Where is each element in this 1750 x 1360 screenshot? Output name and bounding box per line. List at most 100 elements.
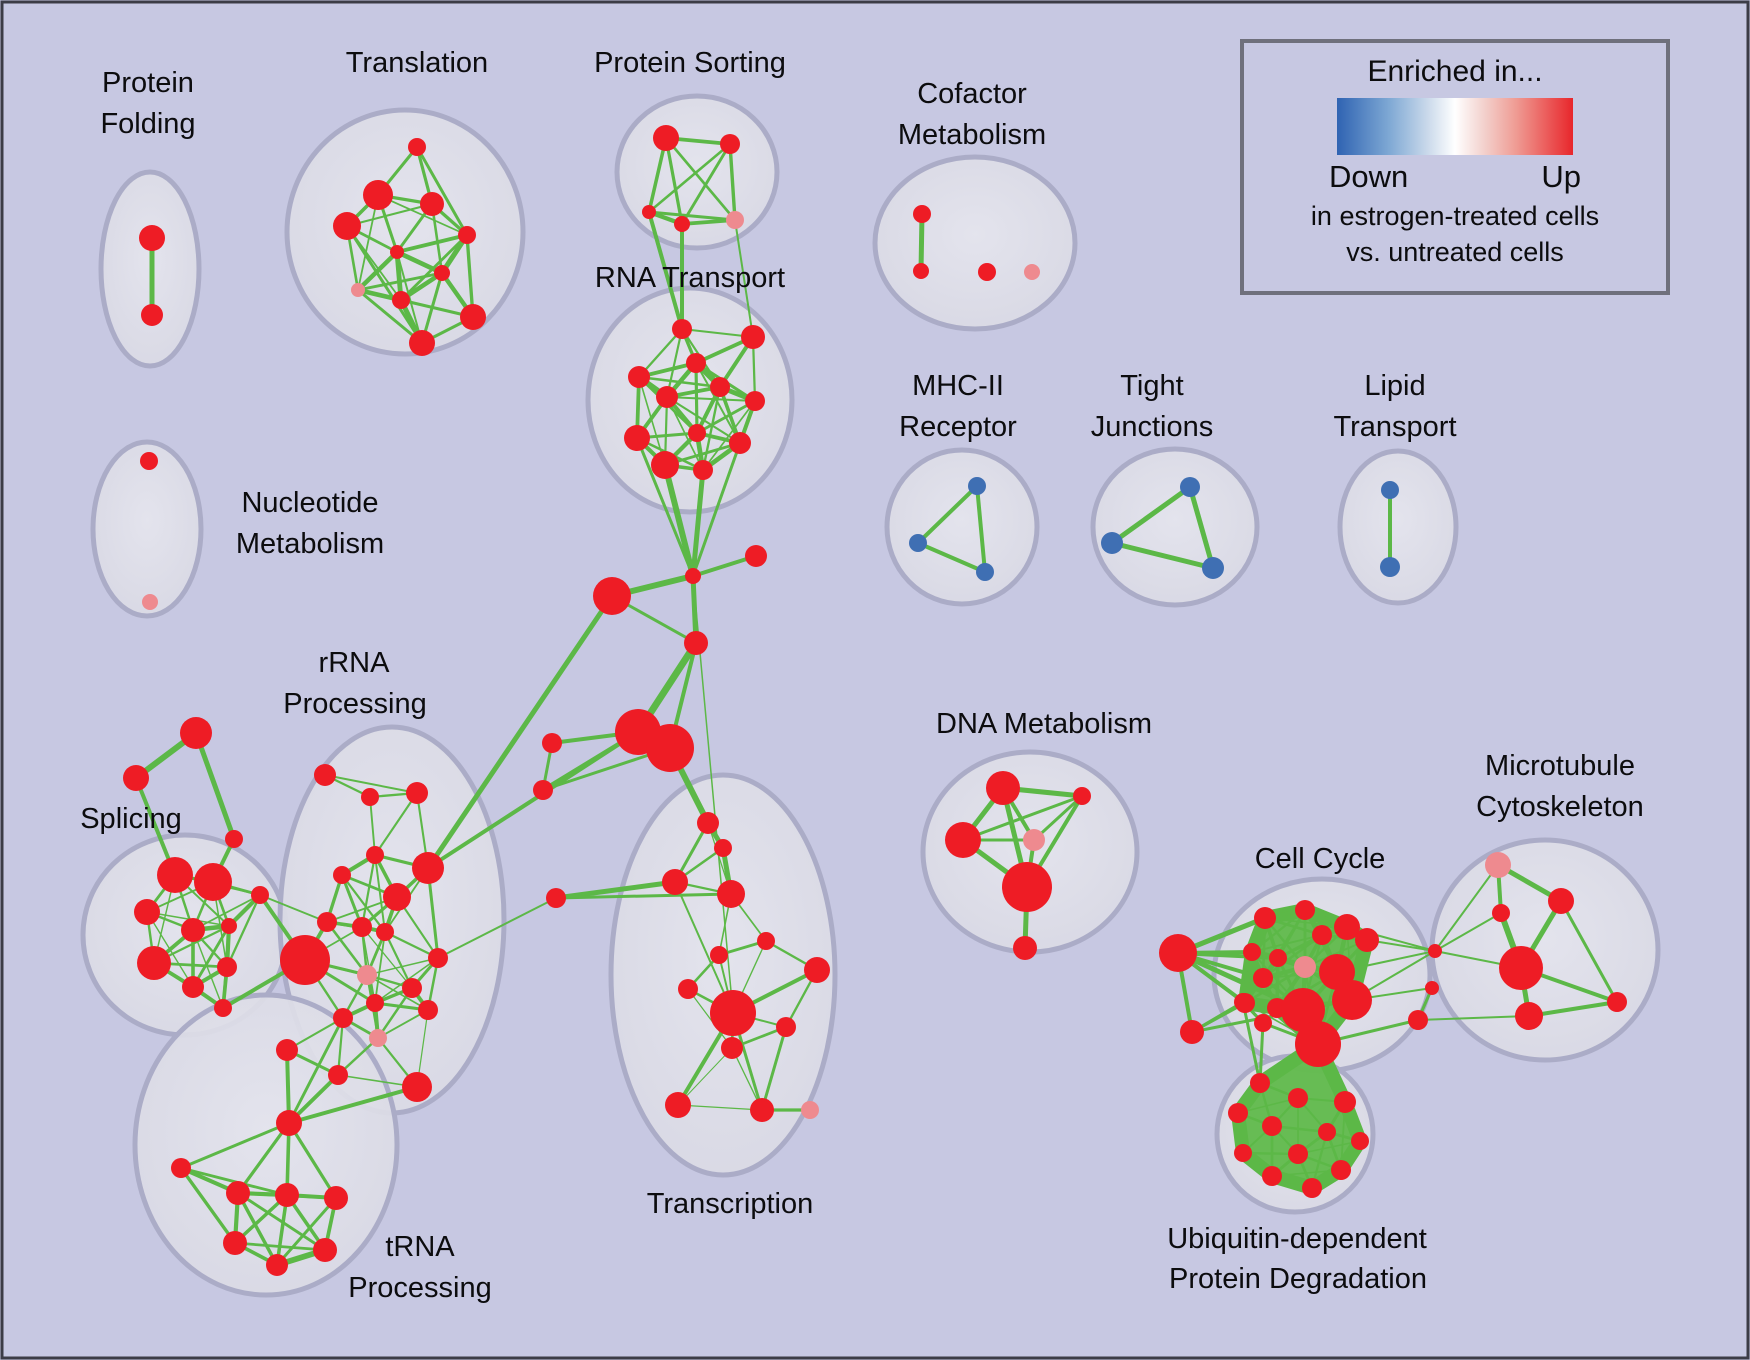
gene-set-node-pf0[interactable] — [139, 225, 165, 251]
gene-set-node-u8[interactable] — [1288, 1144, 1308, 1164]
gene-set-node-ta1[interactable] — [123, 765, 149, 791]
gene-set-node-rr14[interactable] — [366, 994, 384, 1012]
gene-set-node-h1[interactable] — [646, 724, 694, 772]
gene-set-node-mt5[interactable] — [1515, 1002, 1543, 1030]
gene-set-node-rn1[interactable] — [741, 325, 765, 349]
gene-set-node-tl5[interactable] — [390, 245, 404, 259]
gene-set-node-x13[interactable] — [801, 1101, 819, 1119]
gene-set-node-tr6[interactable] — [266, 1254, 288, 1276]
gene-set-node-ps1[interactable] — [720, 134, 740, 154]
gene-set-node-cc14[interactable] — [1332, 980, 1372, 1020]
gene-set-node-sp0[interactable] — [157, 857, 193, 893]
gene-set-node-sp5[interactable] — [137, 946, 171, 980]
gene-set-node-sp4[interactable] — [221, 918, 237, 934]
gene-set-node-v1[interactable] — [533, 780, 553, 800]
gene-set-node-u4[interactable] — [1262, 1116, 1282, 1136]
gene-set-node-mh1[interactable] — [909, 534, 927, 552]
gene-set-node-rr9[interactable] — [376, 923, 394, 941]
gene-set-node-mt8[interactable] — [1408, 1010, 1428, 1030]
gene-set-node-tl10[interactable] — [409, 330, 435, 356]
gene-set-node-rn7[interactable] — [624, 425, 650, 451]
gene-set-node-pf1[interactable] — [141, 304, 163, 326]
gene-set-node-ps2[interactable] — [642, 205, 656, 219]
gene-set-node-cc2[interactable] — [1254, 907, 1276, 929]
gene-set-node-tl8[interactable] — [392, 291, 410, 309]
gene-set-node-cc9[interactable] — [1294, 956, 1316, 978]
gene-set-node-cc8[interactable] — [1269, 949, 1287, 967]
gene-set-node-mt7[interactable] — [1425, 981, 1439, 995]
gene-set-node-j1[interactable] — [685, 568, 701, 584]
gene-set-node-tj1[interactable] — [1101, 532, 1123, 554]
gene-set-node-dn3[interactable] — [1023, 829, 1045, 851]
gene-set-node-ta0[interactable] — [180, 717, 212, 749]
gene-set-node-rr1[interactable] — [361, 788, 379, 806]
gene-set-node-cf2[interactable] — [978, 263, 996, 281]
gene-set-node-ubb[interactable] — [1254, 1014, 1272, 1032]
gene-set-node-lp0[interactable] — [1381, 481, 1399, 499]
gene-set-node-u11[interactable] — [1302, 1178, 1322, 1198]
gene-set-node-u3[interactable] — [1228, 1103, 1248, 1123]
gene-set-node-v0[interactable] — [542, 733, 562, 753]
gene-set-node-ps3[interactable] — [674, 216, 690, 232]
gene-set-node-sp1[interactable] — [194, 863, 232, 901]
gene-set-node-tl7[interactable] — [351, 283, 365, 297]
gene-set-node-mt6[interactable] — [1428, 944, 1442, 958]
gene-set-node-mt3[interactable] — [1499, 946, 1543, 990]
gene-set-node-x7[interactable] — [678, 979, 698, 999]
gene-set-node-x6[interactable] — [804, 957, 830, 983]
gene-set-node-cc7[interactable] — [1243, 943, 1261, 961]
gene-set-node-th0[interactable] — [276, 1110, 302, 1136]
gene-set-node-rn11[interactable] — [693, 460, 713, 480]
gene-set-node-sp3[interactable] — [181, 918, 205, 942]
gene-set-node-tj0[interactable] — [1180, 477, 1200, 497]
gene-set-node-sp7[interactable] — [217, 957, 237, 977]
gene-set-node-rn0[interactable] — [672, 319, 692, 339]
gene-set-node-x5[interactable] — [710, 946, 728, 964]
gene-set-node-rn5[interactable] — [656, 386, 678, 408]
gene-set-node-rr5[interactable] — [412, 852, 444, 884]
gene-set-node-tr2[interactable] — [275, 1183, 299, 1207]
gene-set-node-u0[interactable] — [1250, 1073, 1270, 1093]
gene-set-node-dn2[interactable] — [945, 822, 981, 858]
gene-set-node-rr13[interactable] — [402, 978, 422, 998]
gene-set-node-g0[interactable] — [593, 577, 631, 615]
gene-set-node-ps0[interactable] — [653, 125, 679, 151]
gene-set-node-ta2[interactable] — [225, 830, 243, 848]
gene-set-node-cf1[interactable] — [913, 263, 929, 279]
gene-set-node-nm1[interactable] — [142, 594, 158, 610]
gene-set-node-dn4[interactable] — [1002, 862, 1052, 912]
gene-set-node-mt4[interactable] — [1607, 992, 1627, 1012]
gene-set-node-sp8[interactable] — [214, 999, 232, 1017]
gene-set-node-rr2[interactable] — [406, 782, 428, 804]
gene-set-node-x1[interactable] — [714, 839, 732, 857]
gene-set-node-rr17[interactable] — [369, 1029, 387, 1047]
gene-set-node-dn5[interactable] — [1013, 936, 1037, 960]
gene-set-node-tr5[interactable] — [313, 1238, 337, 1262]
gene-set-node-x4[interactable] — [757, 932, 775, 950]
gene-set-node-rr11[interactable] — [357, 965, 377, 985]
gene-set-node-g1[interactable] — [745, 545, 767, 567]
gene-set-node-tr4[interactable] — [223, 1231, 247, 1255]
gene-set-node-tr3[interactable] — [324, 1186, 348, 1210]
gene-set-node-rr6[interactable] — [383, 883, 411, 911]
gene-set-node-cf0[interactable] — [913, 205, 931, 223]
gene-set-node-tl0[interactable] — [408, 138, 426, 156]
gene-set-node-rr3[interactable] — [366, 846, 384, 864]
gene-set-node-u2[interactable] — [1334, 1091, 1356, 1113]
gene-set-node-dn1[interactable] — [1073, 787, 1091, 805]
gene-set-node-tl9[interactable] — [460, 304, 486, 330]
gene-set-node-x3[interactable] — [717, 880, 745, 908]
gene-set-node-x9[interactable] — [776, 1017, 796, 1037]
gene-set-node-tl6[interactable] — [434, 265, 450, 281]
gene-set-node-g2[interactable] — [684, 631, 708, 655]
gene-set-node-x0[interactable] — [697, 812, 719, 834]
gene-set-node-cc4[interactable] — [1312, 925, 1332, 945]
gene-set-node-rr12[interactable] — [428, 948, 448, 968]
gene-set-node-cc6[interactable] — [1355, 928, 1379, 952]
gene-set-node-rn6[interactable] — [745, 391, 765, 411]
gene-set-node-cc3[interactable] — [1295, 900, 1315, 920]
gene-set-node-tl3[interactable] — [333, 212, 361, 240]
gene-set-node-lp1[interactable] — [1380, 557, 1400, 577]
gene-set-node-tj2[interactable] — [1202, 557, 1224, 579]
gene-set-node-u1[interactable] — [1288, 1088, 1308, 1108]
